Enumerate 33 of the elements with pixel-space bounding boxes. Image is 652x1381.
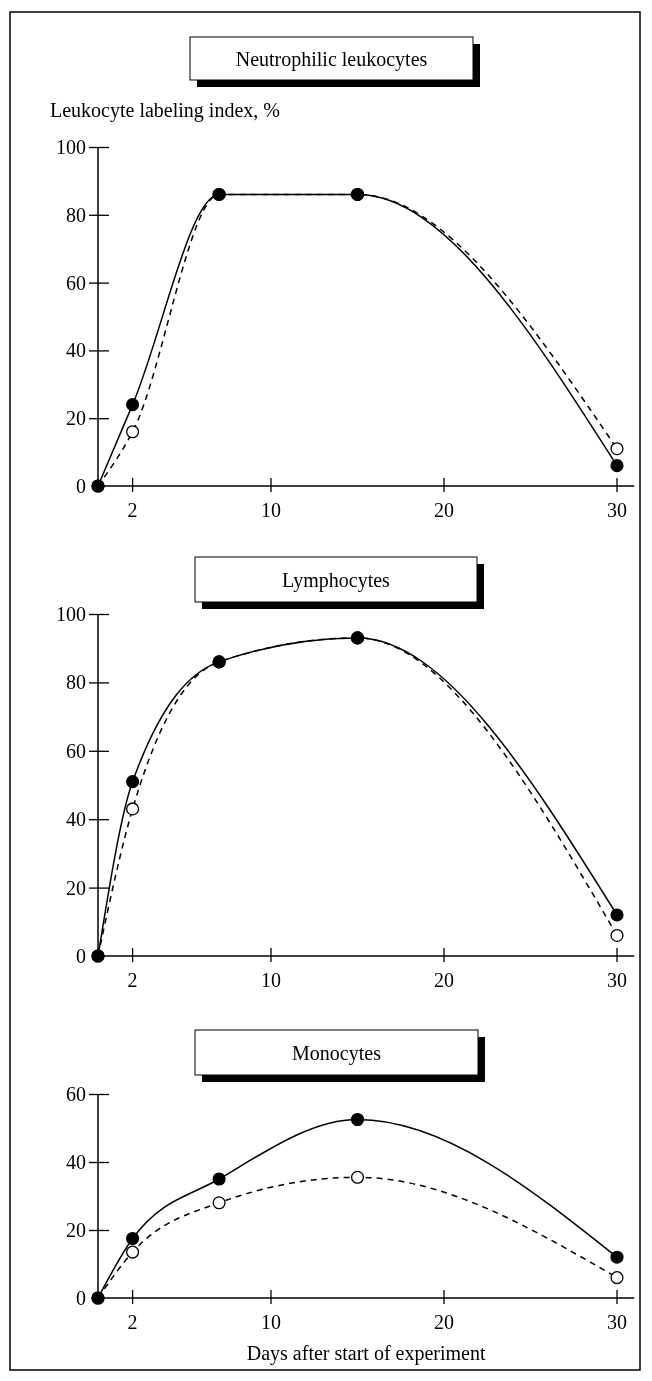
y-tick-label: 20 xyxy=(66,1218,86,1241)
y-tick-label: 20 xyxy=(66,876,86,899)
x-axis-title: Days after start of experiment xyxy=(246,1342,486,1365)
x-tick-label: 2 xyxy=(127,1311,138,1333)
y-tick-label: 60 xyxy=(66,271,86,294)
x-tick-label: 30 xyxy=(607,1311,627,1333)
y-tick-label: 80 xyxy=(66,203,86,226)
y-axis-title: Leukocyte labeling index, % xyxy=(50,99,280,122)
y-tick-label: 60 xyxy=(66,1082,86,1105)
x-tick-label: 2 xyxy=(127,499,138,521)
chart-title: Lymphocytes xyxy=(282,568,391,592)
y-tick-label: 60 xyxy=(66,739,86,762)
x-tick-label: 20 xyxy=(434,499,454,521)
y-tick-label: 0 xyxy=(76,944,86,967)
y-tick-label: 40 xyxy=(66,339,86,362)
x-tick-label: 20 xyxy=(434,969,454,991)
y-tick-label: 80 xyxy=(66,671,86,694)
x-tick-label: 10 xyxy=(261,499,281,521)
y-tick-label: 40 xyxy=(66,808,86,831)
y-tick-label: 100 xyxy=(56,135,86,158)
x-tick-label: 10 xyxy=(261,1311,281,1333)
x-tick-label: 2 xyxy=(127,969,138,991)
x-tick-label: 30 xyxy=(607,499,627,521)
chart-title: Monocytes xyxy=(292,1041,382,1065)
x-tick-label: 10 xyxy=(261,969,281,991)
y-tick-label: 100 xyxy=(56,602,86,625)
x-tick-label: 20 xyxy=(434,1311,454,1333)
x-tick-label: 30 xyxy=(607,969,627,991)
y-tick-label: 20 xyxy=(66,407,86,430)
chart-title: Neutrophilic leukocytes xyxy=(235,47,428,71)
y-tick-label: 0 xyxy=(76,474,86,497)
y-tick-label: 40 xyxy=(66,1150,86,1173)
y-tick-label: 0 xyxy=(76,1286,86,1309)
